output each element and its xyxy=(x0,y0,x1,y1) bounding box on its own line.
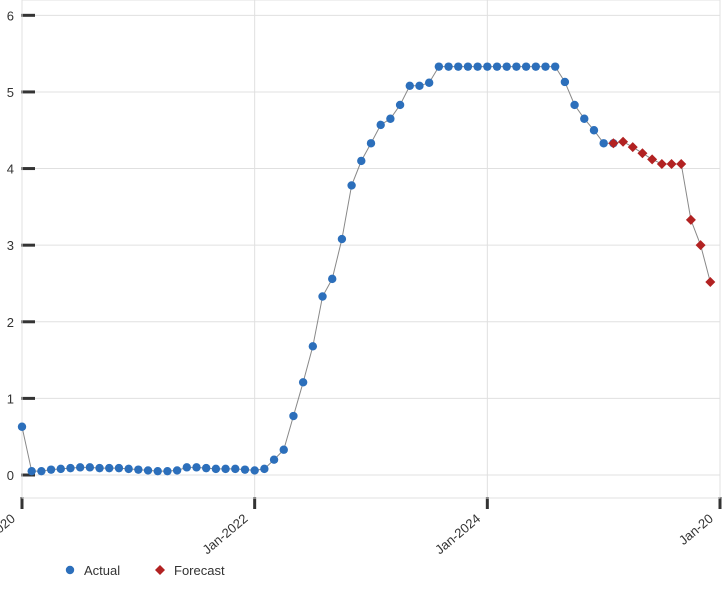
marker-actual xyxy=(192,463,200,471)
marker-actual xyxy=(57,465,65,473)
marker-actual xyxy=(580,115,588,123)
y-tick-label: 5 xyxy=(7,85,14,100)
marker-actual xyxy=(599,139,607,147)
marker-actual xyxy=(154,467,162,475)
marker-actual xyxy=(18,423,26,431)
marker-actual xyxy=(299,378,307,386)
marker-actual xyxy=(473,62,481,70)
marker-actual xyxy=(173,466,181,474)
chart-svg: 0123456Jan-2020Jan-2022Jan-2024Jan-20Act… xyxy=(0,0,728,600)
marker-actual xyxy=(347,181,355,189)
marker-actual xyxy=(66,464,74,472)
marker-actual xyxy=(86,463,94,471)
marker-actual xyxy=(454,62,462,70)
y-tick-label: 6 xyxy=(7,8,14,23)
marker-actual xyxy=(280,446,288,454)
marker-actual xyxy=(522,62,530,70)
marker-actual xyxy=(570,101,578,109)
marker-actual xyxy=(95,464,103,472)
marker-actual xyxy=(289,412,297,420)
y-tick-label: 0 xyxy=(7,468,14,483)
y-tick-label: 4 xyxy=(7,162,14,177)
marker-actual xyxy=(483,62,491,70)
marker-actual xyxy=(105,464,113,472)
legend-label-forecast: Forecast xyxy=(174,563,225,578)
y-tick-label: 3 xyxy=(7,238,14,253)
marker-actual xyxy=(260,465,268,473)
marker-actual xyxy=(503,62,511,70)
marker-actual xyxy=(444,62,452,70)
marker-actual xyxy=(76,463,84,471)
marker-actual xyxy=(221,465,229,473)
marker-actual xyxy=(386,115,394,123)
marker-actual xyxy=(415,82,423,90)
marker-actual xyxy=(328,275,336,283)
marker-actual xyxy=(202,464,210,472)
marker-actual xyxy=(376,121,384,129)
marker-actual xyxy=(231,465,239,473)
chart-container: 0123456Jan-2020Jan-2022Jan-2024Jan-20Act… xyxy=(0,0,728,600)
marker-actual xyxy=(541,62,549,70)
marker-actual xyxy=(270,455,278,463)
marker-actual xyxy=(396,101,404,109)
marker-actual xyxy=(367,139,375,147)
marker-actual xyxy=(435,62,443,70)
marker-actual xyxy=(241,465,249,473)
marker-actual xyxy=(115,464,123,472)
marker-actual xyxy=(212,465,220,473)
marker-actual xyxy=(551,62,559,70)
marker-actual xyxy=(464,62,472,70)
y-tick-label: 1 xyxy=(7,391,14,406)
marker-actual xyxy=(493,62,501,70)
legend-label-actual: Actual xyxy=(84,563,120,578)
marker-actual xyxy=(163,467,171,475)
marker-actual xyxy=(590,126,598,134)
marker-actual xyxy=(425,79,433,87)
marker-actual xyxy=(250,466,258,474)
marker-actual xyxy=(318,292,326,300)
y-tick-label: 2 xyxy=(7,315,14,330)
marker-actual xyxy=(37,467,45,475)
marker-actual xyxy=(512,62,520,70)
marker-actual xyxy=(338,235,346,243)
marker-actual xyxy=(27,467,35,475)
marker-actual xyxy=(561,78,569,86)
marker-actual xyxy=(144,466,152,474)
marker-actual xyxy=(183,463,191,471)
marker-actual xyxy=(124,465,132,473)
legend-marker-actual xyxy=(66,566,74,574)
marker-actual xyxy=(532,62,540,70)
marker-actual xyxy=(47,465,55,473)
marker-actual xyxy=(134,465,142,473)
marker-actual xyxy=(309,342,317,350)
marker-actual xyxy=(357,157,365,165)
marker-actual xyxy=(406,82,414,90)
